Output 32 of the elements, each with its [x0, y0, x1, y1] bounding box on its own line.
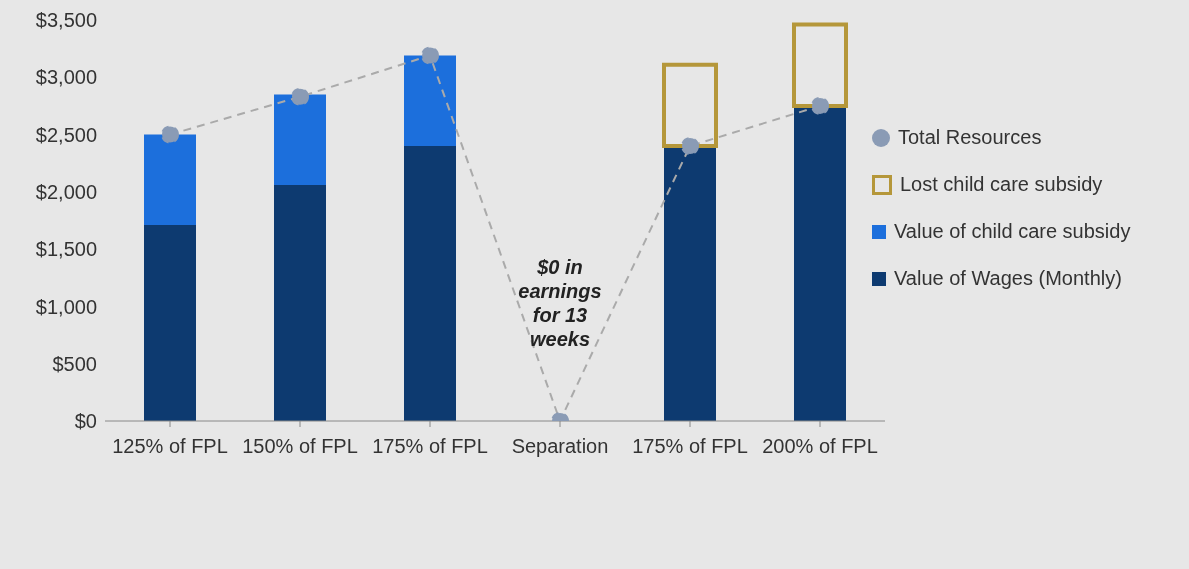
bar: [794, 105, 846, 421]
y-tick-label: $2,500: [35, 123, 97, 146]
point: [161, 125, 179, 144]
legend-label: Lost child care subsidy: [900, 173, 1103, 196]
x-tick-label: 175% of FPL: [372, 435, 488, 458]
legend-label: Value of Wages (Monthly): [894, 267, 1122, 290]
point: [681, 137, 699, 156]
bar: [664, 146, 716, 421]
y-tick-label: $2,000: [35, 180, 97, 203]
x-tick-label: 150% of FPL: [242, 435, 358, 458]
point: [421, 46, 439, 65]
x-tick-label: Separation: [511, 435, 609, 458]
bar: [144, 134, 196, 226]
point: [811, 96, 829, 115]
point: [291, 87, 309, 106]
x-tick-label: 200% of FPL: [762, 435, 878, 458]
y-tick-label: $3,000: [35, 66, 97, 89]
bar: [404, 146, 456, 421]
legend-label: Total Resources: [898, 126, 1042, 149]
x-tick-label: 125% of FPL: [112, 435, 228, 458]
y-tick-label: $1,500: [35, 238, 97, 261]
y-tick-label: $500: [52, 352, 97, 375]
bar: [274, 184, 326, 421]
x-tick-label: 175% of FPL: [632, 435, 748, 458]
bar: [144, 225, 196, 421]
bar: [404, 55, 456, 147]
legend-label: Value of child care subsidy: [894, 220, 1131, 243]
y-tick-label: $1,000: [35, 295, 97, 318]
y-tick-label: $0: [74, 410, 97, 433]
annotation: $0 in earnings for 13 weeks: [517, 255, 603, 351]
bar: [274, 94, 326, 185]
y-tick-label: $3,500: [35, 9, 97, 32]
